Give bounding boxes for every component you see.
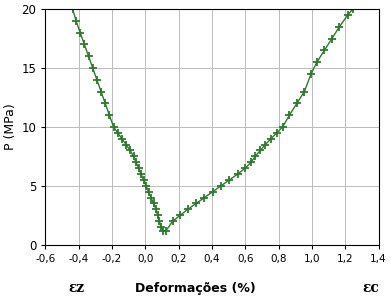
Text: Deformações (%): Deformações (%) xyxy=(135,282,256,295)
Text: εc: εc xyxy=(362,281,379,295)
Y-axis label: P (MPa): P (MPa) xyxy=(4,104,17,150)
Text: εz: εz xyxy=(68,281,84,295)
